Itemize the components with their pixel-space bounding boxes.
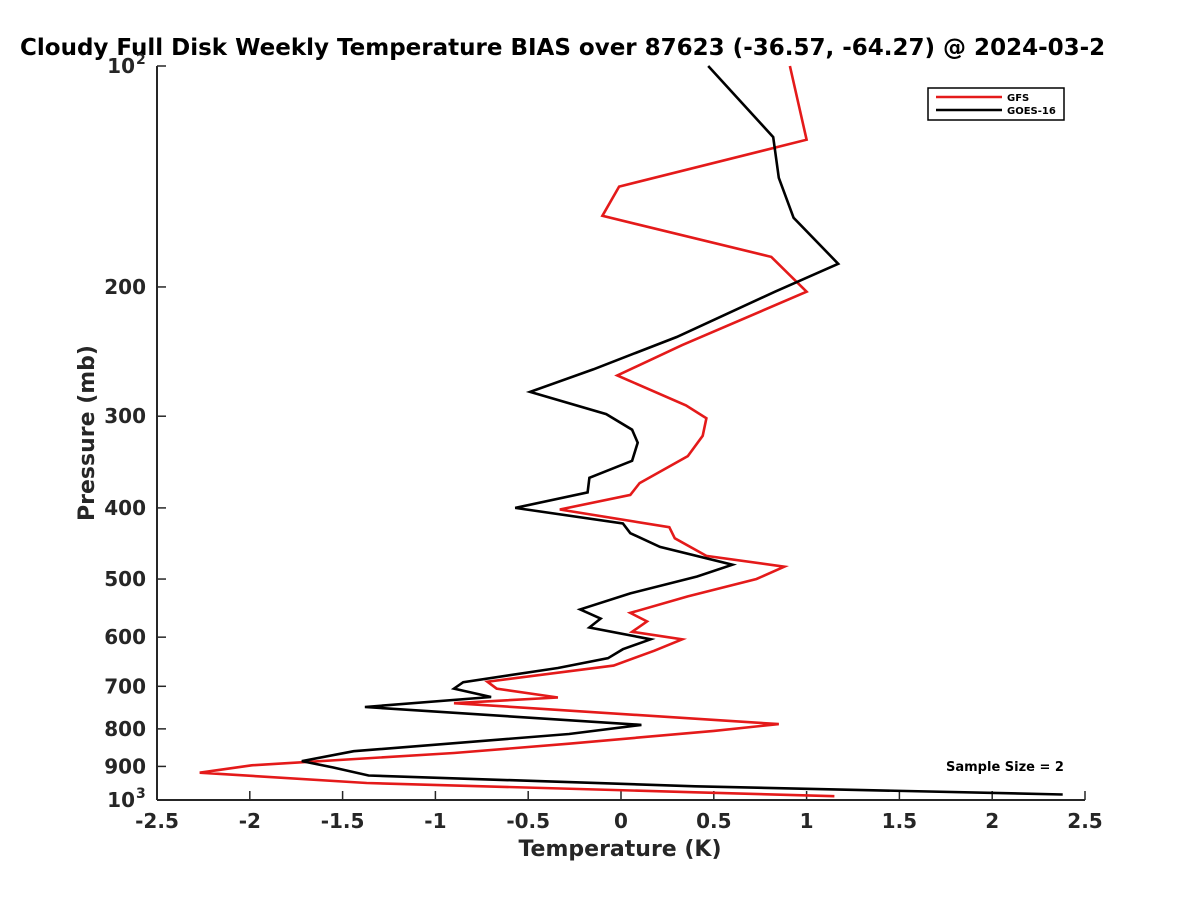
- x-tick-label: 2.5: [1067, 809, 1102, 833]
- y-tick-exponent: 3: [136, 786, 146, 802]
- x-tick-label: -2.5: [135, 809, 179, 833]
- legend-label-goes16: GOES-16: [1007, 106, 1056, 117]
- legend-label-gfs: GFS: [1007, 93, 1029, 104]
- y-tick-label: 800: [104, 717, 146, 741]
- legend-box: [927, 87, 1065, 121]
- x-tick-label: -1.5: [321, 809, 365, 833]
- y-tick-label: 600: [104, 625, 146, 649]
- y-tick-label: 500: [104, 567, 146, 591]
- plot-axes: -2.5 -2 -1.5 -1 -0.5 0 0.5 1 1.5 2 2.510 2200300400…: [104, 52, 1102, 833]
- series-line-goes-16: [301, 65, 1063, 796]
- y-tick-label: 700: [104, 674, 146, 698]
- x-tick-label: 2: [985, 809, 999, 833]
- series-line-gfs: [199, 65, 835, 798]
- x-axis-label: Temperature (K): [518, 837, 721, 862]
- x-tick-label: 1: [800, 809, 814, 833]
- x-tick-label: -1: [424, 809, 446, 833]
- y-tick-exponent: 2: [136, 52, 146, 68]
- y-tick-label: 900: [104, 754, 146, 778]
- x-tick-label: 0.5: [696, 809, 731, 833]
- x-tick-label: -2: [239, 809, 261, 833]
- sample-size-annotation: Sample Size = 2: [946, 760, 1064, 775]
- y-tick-label: 300: [104, 404, 146, 428]
- legend: GFS GOES-16: [927, 87, 1065, 121]
- y-tick-label: 10: [107, 54, 135, 78]
- y-tick-label: 200: [104, 275, 146, 299]
- x-tick-label: 0: [614, 809, 628, 833]
- y-tick-label: 10: [107, 788, 135, 812]
- chart-title: Cloudy Full Disk Weekly Temperature BIAS…: [20, 35, 1105, 61]
- x-tick-label: 1.5: [882, 809, 917, 833]
- y-axis-label: Pressure (mb): [75, 345, 100, 521]
- x-tick-label: -0.5: [506, 809, 550, 833]
- series-layer: [199, 65, 1063, 798]
- y-tick-label: 400: [104, 496, 146, 520]
